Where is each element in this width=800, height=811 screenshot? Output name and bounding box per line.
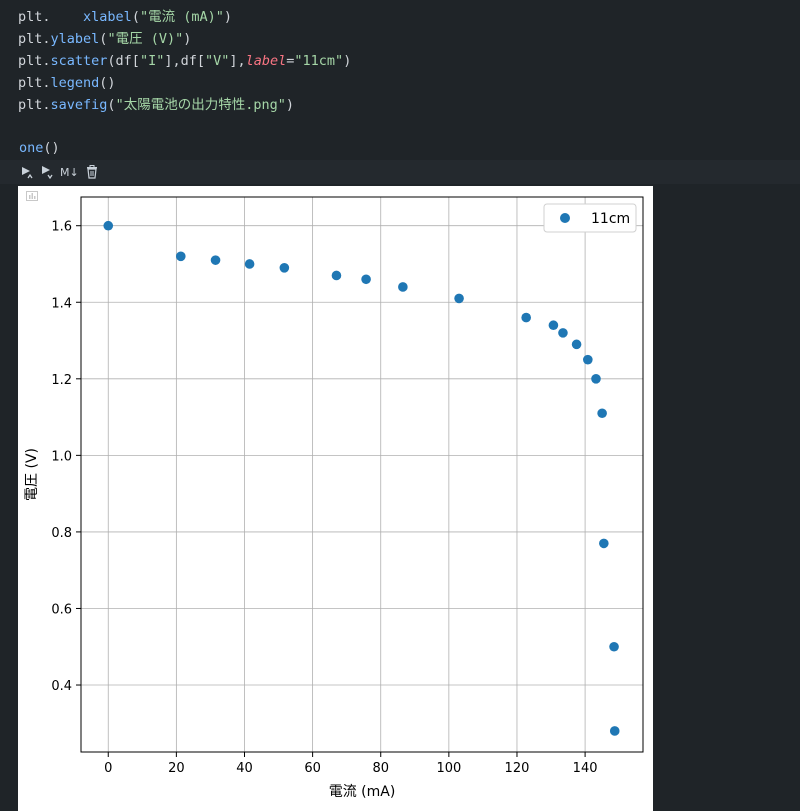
code-token: ): [343, 53, 352, 69]
code-line-scatter[interactable]: plt.scatter(df["I"],df["V"],label="11cm"…: [18, 50, 351, 72]
code-token: ],df[: [164, 53, 205, 69]
legend-marker-11cm: [560, 213, 570, 223]
x-axis-label: 電流 (mA): [329, 784, 396, 800]
x-tick-label: 80: [372, 761, 389, 776]
y-tick-label: 1.2: [51, 373, 72, 388]
data-point: [609, 726, 620, 736]
x-tick-label: 20: [168, 761, 185, 776]
code-token: "11cm": [294, 53, 344, 69]
cell-toolbar-bar: [0, 160, 800, 184]
code-token: savefig: [50, 97, 108, 113]
x-tick-label: 60: [304, 761, 321, 776]
y-tick-label: 1.6: [51, 220, 72, 235]
run-below-icon[interactable]: [40, 164, 54, 180]
code-token: plt.: [18, 75, 51, 91]
data-point: [279, 263, 290, 273]
y-tick-label: 1.4: [51, 296, 72, 311]
y-axis-label: 電圧 (V): [24, 448, 40, 501]
trash-icon[interactable]: [85, 164, 99, 180]
run-above-icon[interactable]: [20, 164, 34, 180]
scatter-chart: 0 20 40 60 80 100 120 1400.40.60.81.01.21.41.6 …: [24, 196, 644, 800]
code-token: "太陽電池の出力特性.png": [115, 97, 286, 113]
plot-output-icon: [26, 191, 38, 201]
code-token: plt.: [18, 9, 51, 25]
code-line-legend[interactable]: plt.legend(): [18, 72, 116, 94]
code-token: one: [19, 140, 44, 156]
code-line-savefig[interactable]: plt.savefig("太陽電池の出力特性.png"): [18, 94, 294, 116]
code-token: scatter: [50, 53, 108, 69]
cell-toolbar: M↓: [20, 163, 99, 181]
data-point: [609, 641, 619, 652]
cell-output: 0 20 40 60 80 100 120 140 0.4 0.6 0.8 1.0 1.2 1.4 1.6 …: [18, 186, 653, 811]
data-point: [599, 538, 609, 549]
x-tick-label: 120: [505, 761, 530, 776]
data-point: [571, 339, 582, 350]
code-token: (): [43, 140, 60, 156]
code-token: (df[: [107, 53, 140, 69]
code-token: (: [99, 31, 108, 47]
code-token: (: [107, 97, 116, 113]
code-token: ylabel: [50, 31, 100, 47]
data-point: [398, 282, 408, 292]
code-line-ylabel[interactable]: plt.ylabel("電圧 (V)"): [18, 28, 191, 50]
legend-label-11cm: 11cm: [591, 211, 630, 227]
code-token: ): [183, 31, 192, 47]
code-token: plt.: [18, 53, 51, 69]
code-token: (): [99, 75, 116, 91]
code-token: (: [131, 9, 140, 25]
y-tick-label: 0.4: [51, 679, 72, 694]
data-point: [210, 255, 221, 265]
data-point: [175, 251, 186, 262]
code-token: xlabel: [83, 9, 132, 25]
y-tick-label: 0.6: [51, 602, 72, 617]
x-tick-label: 100: [436, 761, 461, 776]
code-token: legend: [50, 75, 100, 91]
data-point: [548, 320, 559, 331]
code-token: "I": [139, 53, 165, 69]
data-point: [244, 259, 255, 269]
data-point: [597, 408, 607, 419]
code-token: ],: [229, 53, 246, 69]
code-line-call[interactable]: one(): [19, 137, 60, 159]
code-line-xlabel[interactable]: plt. xlabel("電流 (mA)"): [18, 6, 232, 28]
x-tick-label: 140: [573, 761, 598, 776]
code-token: "電流 (mA)": [139, 9, 224, 25]
code-token: "電圧 (V)": [107, 31, 184, 47]
code-token: plt.: [18, 97, 51, 113]
code-token: "V": [204, 53, 230, 69]
chart-legend: 11cm: [543, 203, 637, 233]
data-point: [558, 328, 568, 338]
code-editor[interactable]: plt. xlabel("電流 (mA)") plt.ylabel("電圧 (V…: [0, 0, 800, 160]
code-token: ): [223, 9, 232, 25]
data-point: [521, 312, 531, 323]
y-tick-label: 1.0: [51, 449, 72, 464]
x-tick-label: 0: [104, 761, 112, 776]
code-token: =: [286, 53, 295, 69]
markdown-button[interactable]: M↓: [60, 165, 79, 179]
legend-box: [543, 203, 637, 233]
data-point: [454, 293, 464, 304]
plot-area-frame: [80, 196, 644, 753]
code-token: ): [285, 97, 294, 113]
data-point: [583, 354, 593, 365]
data-point: [103, 220, 114, 231]
code-token: label: [245, 53, 287, 69]
data-point: [331, 270, 342, 281]
code-token: plt.: [18, 31, 51, 47]
data-point: [591, 374, 601, 384]
data-point: [361, 274, 371, 285]
x-tick-label: 40: [236, 761, 253, 776]
y-tick-label: 0.8: [51, 526, 72, 541]
